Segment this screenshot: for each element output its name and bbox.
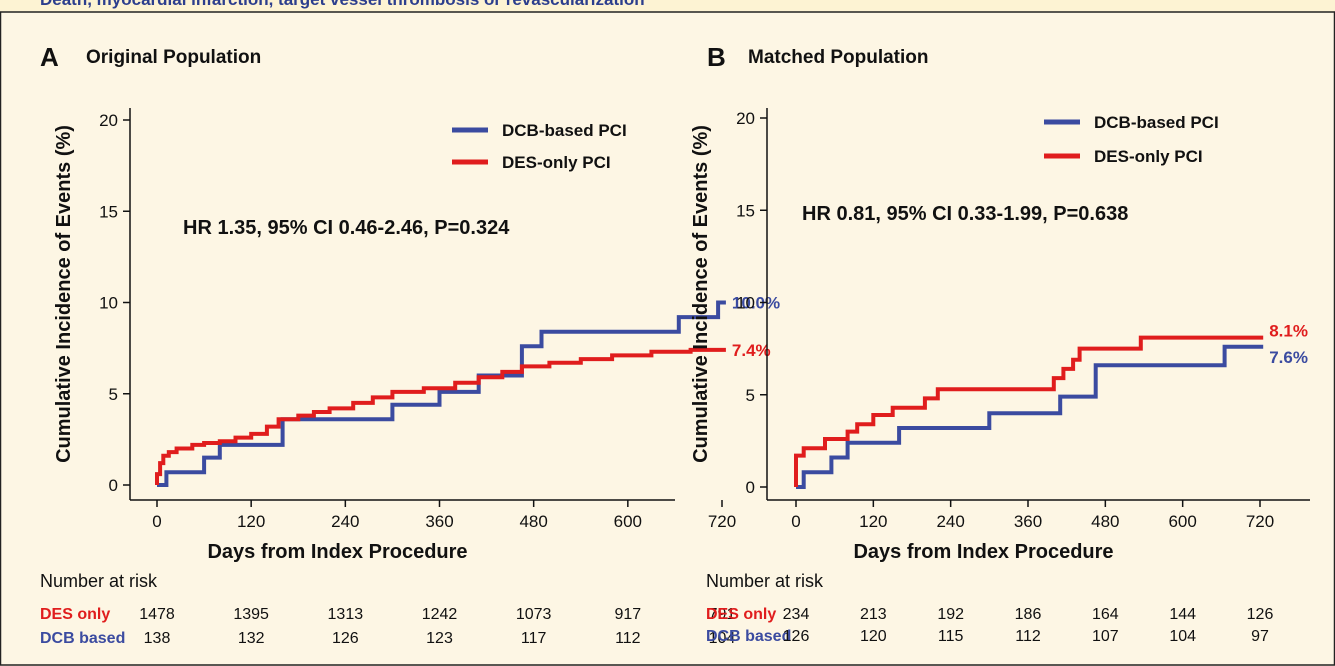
hazard-ratio-annotation: HR 1.35, 95% CI 0.46-2.46, P=0.324: [183, 217, 510, 239]
risk-row-value: 186: [1015, 606, 1042, 623]
series-line-des: [794, 335, 1264, 487]
x-tick-label: 600: [1168, 512, 1196, 531]
y-tick-label: 10: [736, 294, 755, 313]
x-tick-label: 120: [237, 512, 265, 531]
series-end-label: 10.0%: [732, 294, 780, 313]
y-tick-label: 15: [736, 201, 755, 220]
risk-row-value: 138: [144, 630, 171, 647]
series-end-label: 7.4%: [732, 341, 771, 360]
x-tick-label: 600: [614, 512, 642, 531]
risk-row-value: 112: [1015, 628, 1041, 645]
x-tick-label: 240: [936, 512, 964, 531]
y-tick-label: 20: [99, 111, 118, 130]
risk-row-label: DES only: [40, 606, 110, 623]
risk-row-value: 213: [860, 606, 887, 623]
y-axis-label: Cumulative Incidence of Events (%): [53, 125, 75, 463]
x-axis-label: Days from Index Procedure: [207, 541, 467, 563]
x-tick-label: 240: [331, 512, 359, 531]
risk-row-value: 1313: [328, 606, 364, 623]
x-tick-label: 0: [152, 512, 161, 531]
panel-letter: B: [707, 42, 726, 72]
legend-label: DES-only PCI: [502, 153, 611, 172]
risk-row-value: 104: [1169, 628, 1196, 645]
x-tick-label: 480: [1091, 512, 1119, 531]
x-axis-label: Days from Index Procedure: [853, 541, 1113, 563]
hazard-ratio-annotation: HR 0.81, 95% CI 0.33-1.99, P=0.638: [802, 203, 1128, 225]
legend-label: DES-only PCI: [1094, 147, 1203, 166]
panel-title: Original Population: [86, 47, 261, 68]
y-tick-label: 0: [746, 478, 755, 497]
risk-row-value: 123: [426, 630, 453, 647]
x-tick-label: 0: [791, 512, 800, 531]
risk-row-value: 234: [783, 606, 810, 623]
legend-label: DCB-based PCI: [502, 121, 627, 140]
y-tick-label: 15: [99, 202, 118, 221]
risk-table-title: Number at risk: [706, 571, 824, 591]
legend-label: DCB-based PCI: [1094, 113, 1219, 132]
y-tick-label: 5: [109, 385, 118, 404]
risk-row-value: 791: [709, 606, 736, 623]
series-end-label: 7.6%: [1269, 348, 1308, 367]
risk-row-value: 1478: [139, 606, 175, 623]
risk-row-label: DCB based: [706, 628, 791, 645]
risk-row-value: 164: [1092, 606, 1119, 623]
top-header-strip: Death, myocardial infarction, target ves…: [0, 0, 1335, 12]
risk-row-value: 126: [783, 628, 810, 645]
risk-row-value: 1395: [233, 606, 269, 623]
risk-row-value: 132: [238, 630, 265, 647]
x-tick-label: 360: [425, 512, 453, 531]
risk-table-title: Number at risk: [40, 571, 158, 591]
x-tick-label: 480: [519, 512, 547, 531]
risk-row-value: 112: [615, 630, 641, 647]
series-end-label: 8.1%: [1269, 322, 1308, 341]
risk-row-value: 1073: [516, 606, 552, 623]
risk-row-value: 144: [1169, 606, 1196, 623]
series-line-des: [155, 347, 726, 485]
risk-row-value: 192: [937, 606, 964, 623]
risk-row-value: 120: [860, 628, 887, 645]
x-tick-label: 120: [859, 512, 887, 531]
risk-row-value: 104: [709, 630, 736, 647]
panel-title: Matched Population: [748, 47, 929, 68]
risk-row-label: DES only: [706, 606, 776, 623]
risk-row-value: 126: [332, 630, 359, 647]
y-tick-label: 20: [736, 109, 755, 128]
risk-row-value: 117: [521, 630, 547, 647]
x-tick-label: 720: [708, 512, 736, 531]
y-tick-label: 10: [99, 294, 118, 313]
series-line-dcb: [157, 300, 726, 487]
y-tick-label: 5: [746, 386, 755, 405]
risk-row-value: 107: [1092, 628, 1119, 645]
risk-row-value: 115: [938, 628, 964, 645]
x-tick-label: 360: [1014, 512, 1042, 531]
figure-border: [0, 11, 1335, 666]
y-axis-label: Cumulative Incidence of Events (%): [690, 125, 712, 463]
top-header-strip-text: Death, myocardial infarction, target ves…: [40, 0, 645, 10]
risk-row-value: 97: [1251, 628, 1269, 645]
y-tick-label: 0: [109, 476, 118, 495]
risk-row-value: 917: [614, 606, 641, 623]
x-tick-label: 720: [1246, 512, 1274, 531]
panel-letter: A: [40, 42, 59, 72]
risk-row-value: 1242: [422, 606, 458, 623]
risk-row-value: 126: [1247, 606, 1274, 623]
risk-row-label: DCB based: [40, 630, 125, 647]
series-line-dcb: [796, 344, 1264, 489]
